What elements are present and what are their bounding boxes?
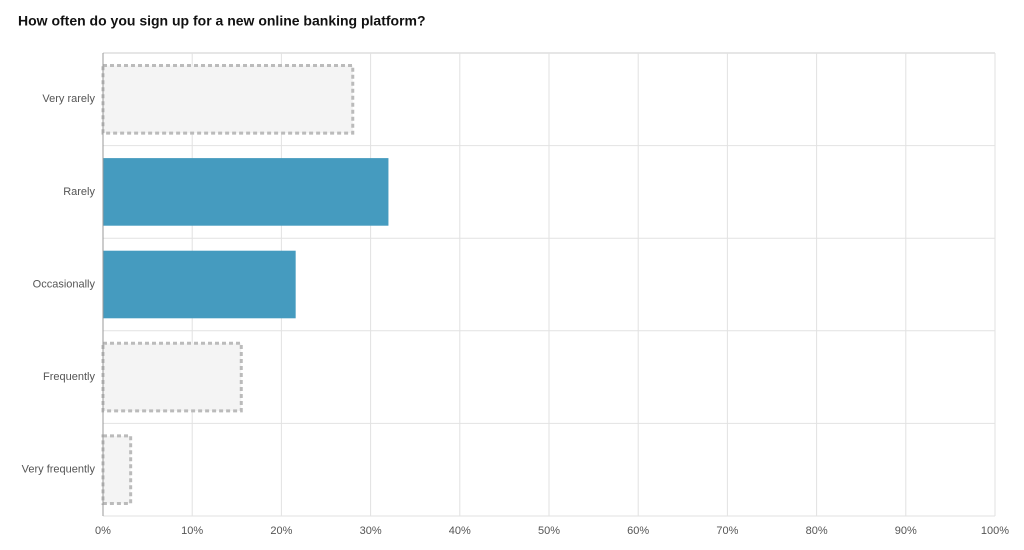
bar bbox=[101, 341, 243, 413]
x-tick-label: 70% bbox=[716, 525, 738, 537]
y-tick-label: Rarely bbox=[63, 186, 95, 198]
x-tick-label: 0% bbox=[95, 525, 111, 537]
bar bbox=[101, 64, 355, 135]
x-tick-label: 10% bbox=[181, 525, 203, 537]
x-tick-label: 100% bbox=[981, 525, 1009, 537]
x-tick-label: 40% bbox=[449, 525, 471, 537]
y-tick-label: Frequently bbox=[43, 371, 95, 383]
x-tick-label: 30% bbox=[360, 525, 382, 537]
x-tick-label: 50% bbox=[538, 525, 560, 537]
y-tick-label: Very frequently bbox=[22, 464, 96, 476]
x-tick-label: 60% bbox=[627, 525, 649, 537]
x-tick-label: 80% bbox=[806, 525, 828, 537]
y-tick-label: Occasionally bbox=[33, 278, 96, 290]
bar bbox=[103, 158, 389, 226]
bar bbox=[101, 434, 133, 505]
chart-title: How often do you sign up for a new onlin… bbox=[18, 13, 426, 29]
x-tick-label: 20% bbox=[270, 525, 292, 537]
bar bbox=[103, 250, 296, 319]
y-tick-label: Very rarely bbox=[42, 93, 95, 105]
x-tick-label: 90% bbox=[895, 525, 917, 537]
